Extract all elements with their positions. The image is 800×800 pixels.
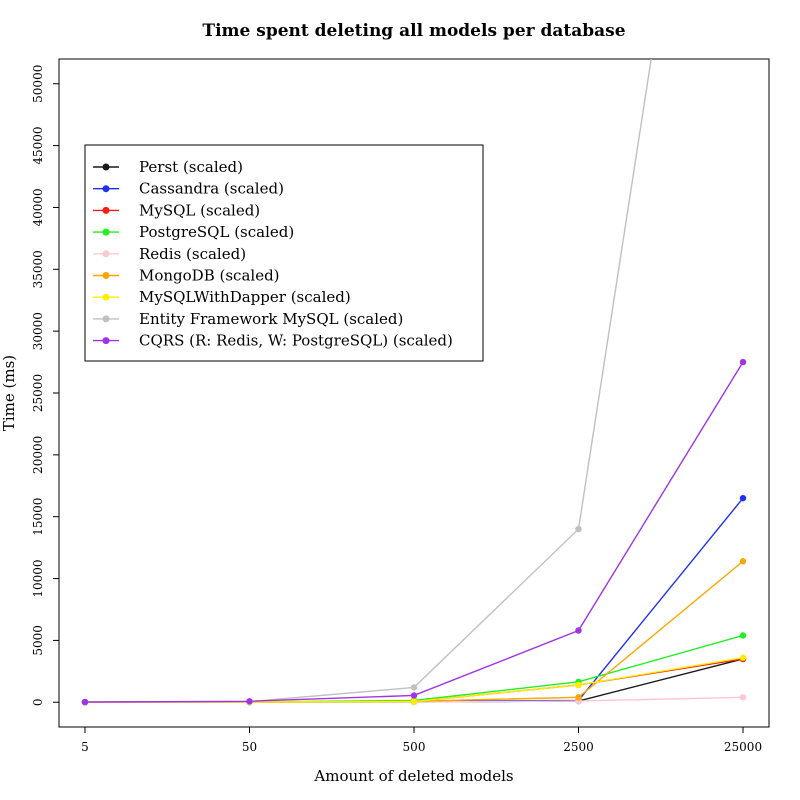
x-axis: 5 50 500 2500 25000 bbox=[81, 727, 762, 754]
series-layer bbox=[81, 59, 747, 706]
legend-marker bbox=[102, 250, 110, 258]
legend-item: PostgreSQL (scaled) bbox=[93, 223, 294, 241]
x-tick-label: 50 bbox=[242, 740, 257, 754]
x-tick-label: 2500 bbox=[563, 740, 594, 754]
legend-label: MongoDB (scaled) bbox=[139, 267, 280, 285]
data-point bbox=[246, 698, 253, 705]
legend-label: MySQL (scaled) bbox=[139, 201, 260, 219]
y-axis: 0 5000 10000 15000 20000 25000 30000 35000 40000… bbox=[31, 65, 59, 706]
series-line bbox=[84, 560, 744, 703]
x-tick-label: 500 bbox=[403, 740, 426, 754]
y-tick-label: 40000 bbox=[31, 188, 45, 226]
data-point bbox=[739, 358, 747, 366]
y-tick-label: 35000 bbox=[31, 250, 45, 288]
data-point bbox=[410, 698, 418, 705]
legend-item: Perst (scaled) bbox=[93, 158, 243, 176]
y-tick-label: 0 bbox=[31, 698, 45, 706]
data-point bbox=[81, 698, 89, 706]
legend-item: CQRS (R: Redis, W: PostgreSQL) (scaled) bbox=[93, 332, 453, 350]
legend-marker bbox=[102, 293, 110, 301]
y-tick-label: 50000 bbox=[31, 65, 45, 103]
y-tick-label: 30000 bbox=[31, 312, 45, 350]
data-point bbox=[575, 694, 582, 701]
data-point bbox=[739, 654, 747, 661]
data-point bbox=[739, 632, 747, 639]
y-axis-label: Time (ms) bbox=[0, 355, 18, 431]
series-line bbox=[84, 361, 744, 703]
legend-box bbox=[84, 144, 484, 362]
series-8 bbox=[81, 358, 747, 706]
x-tick-label: 25000 bbox=[724, 740, 762, 754]
y-tick-label: 45000 bbox=[31, 126, 45, 164]
legend-item: Cassandra (scaled) bbox=[93, 180, 284, 198]
legend-marker bbox=[102, 228, 110, 236]
data-point bbox=[739, 694, 747, 701]
legend-label: MySQLWithDapper (scaled) bbox=[139, 288, 351, 306]
legend-label: Perst (scaled) bbox=[139, 158, 243, 176]
data-point bbox=[575, 681, 582, 689]
legend-marker bbox=[102, 272, 110, 279]
y-tick-label: 25000 bbox=[31, 374, 45, 412]
legend-label: PostgreSQL (scaled) bbox=[139, 223, 294, 241]
y-tick-label: 10000 bbox=[31, 559, 45, 597]
y-tick-label: 20000 bbox=[31, 436, 45, 474]
legend-marker bbox=[102, 185, 110, 193]
data-point bbox=[739, 558, 747, 565]
y-tick-label: 15000 bbox=[31, 498, 45, 536]
y-tick-label: 5000 bbox=[31, 625, 45, 656]
series-line bbox=[84, 634, 744, 703]
legend-label: Entity Framework MySQL (scaled) bbox=[139, 310, 403, 328]
data-point bbox=[739, 494, 747, 502]
legend-item: MySQL (scaled) bbox=[93, 201, 260, 219]
legend-marker bbox=[102, 163, 110, 171]
legend-label: Redis (scaled) bbox=[139, 245, 246, 263]
x-tick-label: 5 bbox=[81, 740, 89, 754]
data-point bbox=[575, 525, 582, 533]
data-point bbox=[575, 627, 582, 634]
legend-label: Cassandra (scaled) bbox=[139, 180, 284, 198]
legend: Perst (scaled) Cassandra (scaled) MySQL (s… bbox=[84, 144, 484, 362]
legend-marker bbox=[102, 206, 110, 214]
x-axis-label: Amount of deleted models bbox=[313, 767, 513, 785]
legend-item: MongoDB (scaled) bbox=[93, 267, 280, 285]
legend-marker bbox=[102, 315, 110, 323]
data-point bbox=[410, 692, 418, 699]
legend-marker bbox=[102, 337, 110, 345]
data-point bbox=[410, 684, 418, 691]
legend-item: Entity Framework MySQL (scaled) bbox=[93, 310, 403, 328]
series-line bbox=[84, 497, 744, 703]
chart-title: Time spent deleting all models per datab… bbox=[202, 21, 625, 41]
legend-item: MySQLWithDapper (scaled) bbox=[93, 288, 351, 306]
legend-item: Redis (scaled) bbox=[93, 245, 246, 263]
legend-label: CQRS (R: Redis, W: PostgreSQL) (scaled) bbox=[139, 332, 453, 350]
